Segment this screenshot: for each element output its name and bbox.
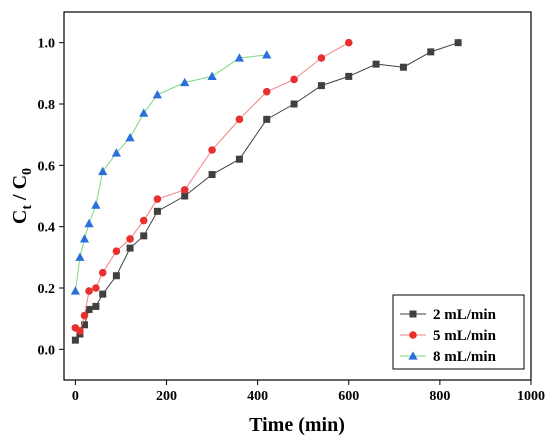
data-point <box>317 82 325 90</box>
x-tick-label: 0 <box>72 389 79 404</box>
y-axis-label-sub-0: 0 <box>20 168 35 175</box>
data-point <box>139 108 149 117</box>
data-point <box>139 216 148 225</box>
data-point <box>76 327 84 335</box>
data-point <box>262 50 272 59</box>
data-point <box>71 336 79 344</box>
y-tick-label: 0.2 <box>38 282 56 297</box>
data-point <box>126 235 134 243</box>
data-point <box>207 71 217 80</box>
data-point <box>112 247 121 255</box>
data-point <box>153 207 161 215</box>
data-point <box>262 87 271 96</box>
y-axis-label: Ct / C0 <box>9 168 35 224</box>
data-point <box>140 232 148 240</box>
data-point <box>344 38 353 47</box>
series-layer <box>70 38 462 344</box>
data-point <box>427 48 435 56</box>
data-point <box>92 284 100 292</box>
data-point <box>345 72 353 80</box>
data-point <box>235 155 243 163</box>
data-point <box>81 321 89 329</box>
axis-ticks: 0 200 400 600 800 1000 0.0 0.2 0.4 0.6 0.8 1.0 <box>38 37 546 404</box>
y-tick-label: 1.0 <box>38 37 56 52</box>
y-axis-label-main: C <box>9 210 31 224</box>
data-point <box>153 195 162 203</box>
data-point <box>208 171 216 179</box>
data-point <box>85 305 93 313</box>
legend-entry: 8 mL/min <box>400 349 497 365</box>
legend-label: 5 mL/min <box>433 328 497 344</box>
y-tick-label: 0.0 <box>38 343 56 358</box>
x-tick-label: 200 <box>156 389 177 404</box>
data-point <box>85 287 93 295</box>
data-point <box>372 60 380 68</box>
data-point <box>290 100 298 108</box>
data-point <box>454 39 462 47</box>
x-tick-label: 1000 <box>517 389 545 404</box>
legend-label: 2 mL/min <box>433 307 497 323</box>
data-point <box>317 54 326 62</box>
y-tick-label: 0.8 <box>38 98 56 113</box>
data-point <box>111 148 121 157</box>
data-point <box>126 244 134 252</box>
x-tick-label: 600 <box>338 389 359 404</box>
data-point <box>399 63 407 71</box>
data-point <box>180 77 190 87</box>
y-axis-label-mid: / C <box>9 175 31 205</box>
data-point <box>79 234 90 243</box>
x-axis-label: Time (min) <box>249 414 345 436</box>
data-point <box>98 166 108 176</box>
data-point <box>91 200 101 209</box>
data-point <box>80 311 89 320</box>
data-point <box>112 272 120 280</box>
data-point <box>75 252 85 261</box>
data-point <box>180 186 189 194</box>
series-3 <box>70 50 272 295</box>
data-point <box>235 115 244 124</box>
data-point <box>152 90 162 99</box>
data-point <box>125 132 135 142</box>
data-point <box>290 75 298 84</box>
x-tick-label: 400 <box>247 389 268 404</box>
data-point <box>92 302 100 310</box>
x-tick-label: 800 <box>429 389 450 404</box>
data-point <box>234 53 245 62</box>
legend-entry: 5 mL/min <box>400 328 497 344</box>
plot-frame <box>63 11 532 381</box>
series-line <box>75 42 350 332</box>
legend: 2 mL/min 5 mL/min 8 mL/min <box>392 294 525 370</box>
legend-marker <box>409 331 417 339</box>
y-tick-label: 0.6 <box>38 159 56 174</box>
data-point <box>98 268 107 277</box>
legend-entry: 2 mL/min <box>400 307 497 323</box>
data-point <box>70 286 80 295</box>
series-2 <box>71 38 353 335</box>
y-tick-label: 0.4 <box>38 221 56 236</box>
legend-label: 8 mL/min <box>433 349 497 365</box>
y-axis-label-sub-t: t <box>20 205 35 210</box>
data-point <box>181 192 189 200</box>
legend-marker <box>408 351 418 360</box>
data-point <box>208 146 216 154</box>
data-point <box>99 290 107 298</box>
legend-marker <box>409 310 417 318</box>
data-point <box>263 115 271 123</box>
data-point <box>84 218 94 228</box>
